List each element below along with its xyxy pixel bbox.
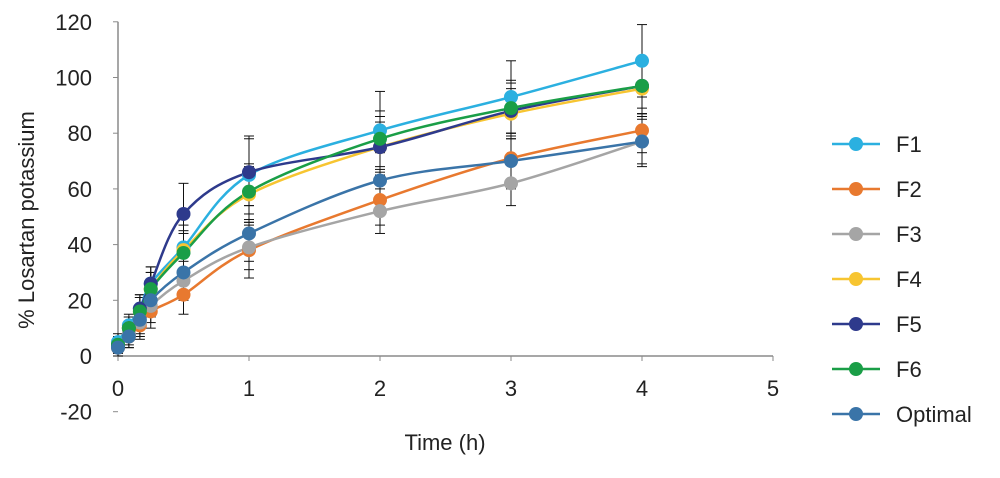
data-point-optimal (373, 173, 387, 188)
legend-marker-optimal (849, 407, 863, 421)
data-points (111, 53, 649, 355)
data-point-f6 (635, 78, 649, 93)
data-point-f6 (373, 131, 387, 146)
legend-label-f4: F4 (896, 267, 922, 292)
y-tick-label: 60 (68, 177, 92, 202)
data-point-f5 (242, 165, 256, 180)
legend-marker-f1 (849, 137, 863, 151)
y-tick-label: 80 (68, 121, 92, 146)
data-point-f6 (143, 282, 158, 297)
axes: -20 0 20 40 60 80 100 120 0 1 2 3 4 5 (55, 10, 779, 425)
data-point-optimal (143, 293, 158, 308)
legend-label-f2: F2 (896, 177, 922, 202)
x-tick-label: 2 (374, 376, 386, 401)
legend-label-f3: F3 (896, 222, 922, 247)
data-point-f6 (504, 101, 518, 116)
data-point-optimal (176, 265, 191, 280)
legend-marker-f2 (849, 182, 863, 196)
x-tick-label: 5 (767, 376, 779, 401)
legend-marker-f5 (849, 317, 863, 331)
x-tick-label: 3 (505, 376, 517, 401)
data-point-optimal (121, 329, 136, 344)
data-point-f6 (242, 184, 256, 199)
y-tick-label: -20 (60, 400, 92, 425)
data-point-optimal (111, 340, 125, 355)
data-point-f1 (635, 53, 649, 68)
legend-label-optimal: Optimal (896, 402, 972, 427)
legend-label-f1: F1 (896, 132, 922, 157)
x-tick-label: 0 (112, 376, 124, 401)
x-axis-label: Time (h) (404, 430, 485, 455)
data-point-f2 (176, 287, 191, 302)
y-axis-label: % Losartan potassium (14, 111, 39, 329)
data-point-f3 (373, 204, 387, 219)
legend-label-f6: F6 (896, 357, 922, 382)
legend-marker-f6 (849, 362, 863, 376)
data-point-f2 (635, 123, 649, 138)
y-tick-label: 0 (80, 344, 92, 369)
legend-marker-f4 (849, 272, 863, 286)
y-tick-label: 40 (68, 233, 92, 258)
data-point-optimal (132, 312, 147, 327)
error-bars (113, 24, 647, 357)
data-point-f1 (504, 89, 518, 104)
data-point-f6 (176, 245, 191, 260)
data-point-f3 (242, 240, 256, 255)
y-tick-label: 20 (68, 288, 92, 313)
data-point-f2 (373, 193, 387, 208)
x-tick-label: 4 (636, 376, 648, 401)
data-point-f5 (176, 206, 191, 221)
data-point-optimal (635, 134, 649, 149)
y-tick-label: 100 (55, 66, 92, 91)
legend-marker-f3 (849, 227, 863, 241)
legend: F1 F2 F3 F4 F5 F6 Optimal (832, 132, 972, 427)
x-tick-label: 1 (243, 376, 255, 401)
data-point-optimal (242, 226, 256, 241)
legend-label-f5: F5 (896, 312, 922, 337)
y-tick-label: 120 (55, 10, 92, 35)
data-point-f3 (504, 176, 518, 191)
data-point-optimal (504, 154, 518, 169)
